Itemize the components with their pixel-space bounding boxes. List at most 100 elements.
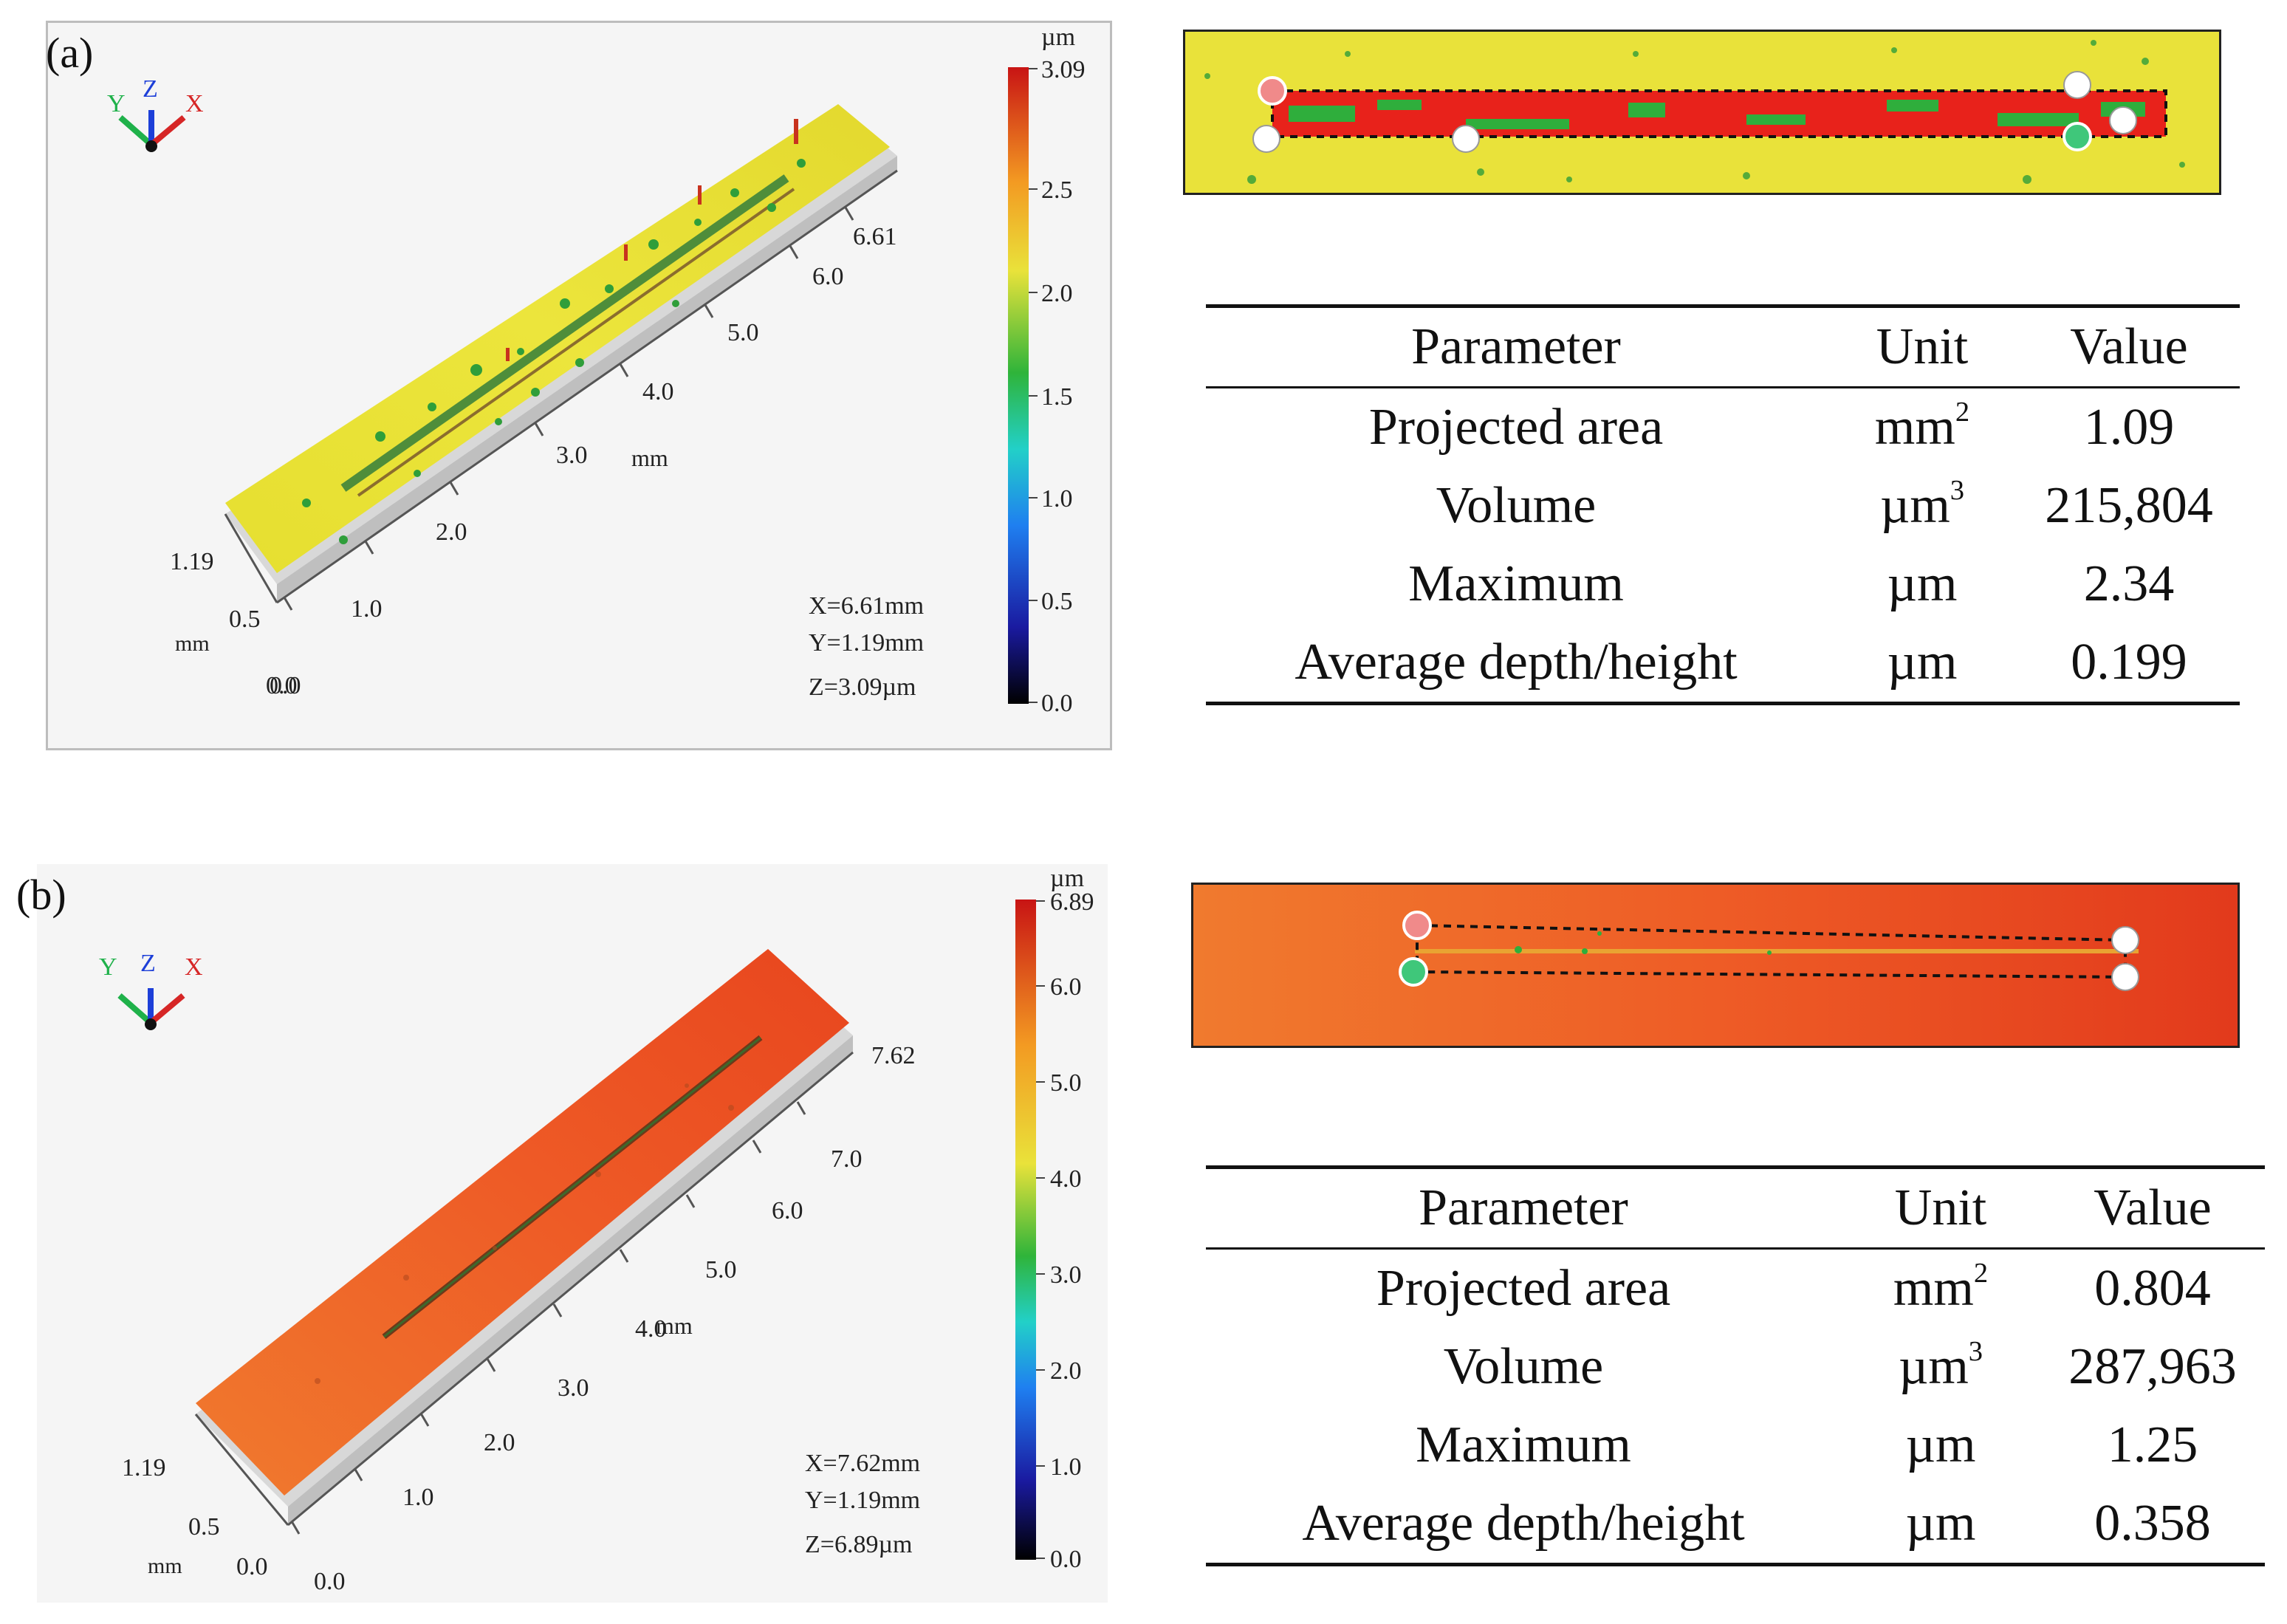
panel-b-3d-svg: Y Z X 0.0 1.0 2.0 3.0 4.0 5.0 6.0 [99,865,1094,1595]
x-tick-label: 5.0 [705,1256,737,1284]
table-row: Average depth/height µm 0.358 [1206,1484,2265,1565]
panel-label-b: (b) [16,871,66,919]
panel-a-3d-svg: Y Z X [107,24,1086,717]
panel-a-parameter-table: Parameter Unit Value Projected area mm2 … [1206,304,2240,705]
x-tick-label: 7.62 [871,1042,916,1069]
param-unit: µm [1905,1495,1976,1552]
panel-b-topview-thumbnail [1191,883,2240,1048]
x-tick-label: 4.0 [642,378,674,405]
x-unit-label: mm [656,1312,693,1339]
param-unit: µm [1905,1416,1976,1473]
param-value: 0.804 [2094,1260,2211,1317]
colorbar-tick: 1.0 [1041,485,1073,513]
x-tick-label: 1.0 [402,1484,434,1511]
surface-speckles [302,159,806,544]
param-value: 1.09 [2083,399,2175,456]
param-value: 1.25 [2107,1416,2198,1473]
readout-y: Y=1.19mm [805,1487,920,1514]
x-tick-label: 6.0 [772,1197,803,1224]
x-tick-label: 6.0 [812,263,844,290]
readout-x: X=6.61mm [809,592,924,620]
axis-letter-z: Z [143,75,158,103]
colorbar: µm 3.09 2.5 2.0 1.5 1.0 0.5 0.0 [1008,24,1086,717]
param-name: Maximum [1416,1416,1631,1473]
panel-label-a: (a) [46,29,94,77]
x-tick-label: 4.0 [635,1315,667,1343]
axis-letter-z: Z [140,950,156,977]
colorbar-tick: 0.5 [1041,588,1073,615]
param-unit: mm2 [1874,397,1970,456]
x-axis-ruler [224,169,898,611]
y-unit-label: mm [175,631,210,656]
x-tick-label: 0.0 [270,672,301,699]
colorbar-tick: 3.0 [1050,1261,1082,1289]
param-unit: mm2 [1893,1258,1989,1317]
param-unit: µm [1887,555,1958,612]
colorbar-tick: 2.0 [1041,280,1073,307]
axis-letter-x: X [185,90,204,117]
param-name: Volume [1443,1338,1604,1395]
colorbar-tick: 6.0 [1050,973,1082,1001]
param-unit: µm3 [1898,1336,1983,1395]
param-value: 215,804 [2045,477,2213,534]
panel-b-3d-plot: Y Z X 0.0 1.0 2.0 3.0 4.0 5.0 6.0 [37,864,1108,1603]
table-row: Volume µm3 215,804 [1206,467,2240,545]
param-value: 0.199 [2071,634,2187,691]
colorbar-tick: 1.0 [1050,1453,1082,1481]
y-tick-label: 1.19 [122,1454,166,1481]
colorbar-tick: 5.0 [1050,1069,1082,1097]
param-unit: µm3 [1879,475,1965,534]
header-unit: Unit [1826,306,2018,388]
colorbar-tick: 2.0 [1050,1357,1082,1385]
panel-b-parameter-table: Parameter Unit Value Projected area mm2 … [1206,1165,2265,1566]
x-tick-label: 0.0 [314,1568,346,1595]
panel-a-topview-thumbnail [1183,30,2221,195]
table-row: Projected area mm2 1.09 [1206,388,2240,467]
x-tick-label: 3.0 [558,1374,589,1402]
axis-triad-icon [117,988,185,1030]
x-tick-label: 5.0 [727,319,759,346]
x-axis-ruler [194,1051,854,1535]
param-name: Projected area [1376,1260,1671,1317]
y-tick-label: 0.5 [229,606,261,633]
table-row: Projected area mm2 0.804 [1206,1249,2265,1329]
param-unit: µm [1887,634,1958,691]
axis-triad-icon [118,110,186,152]
axis-letter-y: Y [107,90,126,117]
x-tick-label: 7.0 [831,1145,863,1173]
surface-top [196,949,849,1495]
table-row: Maximum µm 2.34 [1206,545,2240,623]
x-unit-label: mm [631,445,668,471]
param-value: 0.358 [2094,1495,2211,1552]
header-value: Value [2018,306,2240,388]
param-name: Average depth/height [1295,634,1738,691]
x-tick-label: 1.0 [351,595,383,623]
y-tick-label: 1.19 [170,548,214,575]
param-name: Volume [1436,477,1597,534]
readout-x: X=7.62mm [805,1450,920,1477]
y-unit-label: mm [148,1554,182,1578]
table-row: Maximum µm 1.25 [1206,1406,2265,1484]
x-tick-label: 3.0 [556,442,588,469]
surface-front-wall [277,156,897,603]
colorbar-unit: µm [1050,865,1084,892]
x-tick-label: 2.0 [484,1429,515,1456]
x-tick-label: 6.61 [853,223,897,250]
axis-letter-x: X [185,953,203,981]
header-parameter: Parameter [1206,306,1826,388]
param-name: Average depth/height [1302,1495,1745,1552]
readout-z: Z=3.09µm [809,674,916,701]
marker-start-icon [1402,911,1432,940]
y-tick-label: 0.0 [236,1553,268,1580]
readout-z: Z=6.89µm [805,1531,912,1558]
colorbar-tick: 1.5 [1041,383,1073,411]
param-value: 287,963 [2068,1338,2237,1395]
table-row: Average depth/height µm 0.199 [1206,623,2240,704]
groove-line [340,174,789,492]
colorbar-tick: 0.0 [1050,1546,1082,1573]
table-row: Volume µm3 287,963 [1206,1328,2265,1406]
header-parameter: Parameter [1206,1167,1841,1250]
x-tick-label: 2.0 [436,518,467,546]
colorbar-tick: 2.5 [1041,177,1073,204]
y-tick-label: 0.0 [266,672,298,699]
